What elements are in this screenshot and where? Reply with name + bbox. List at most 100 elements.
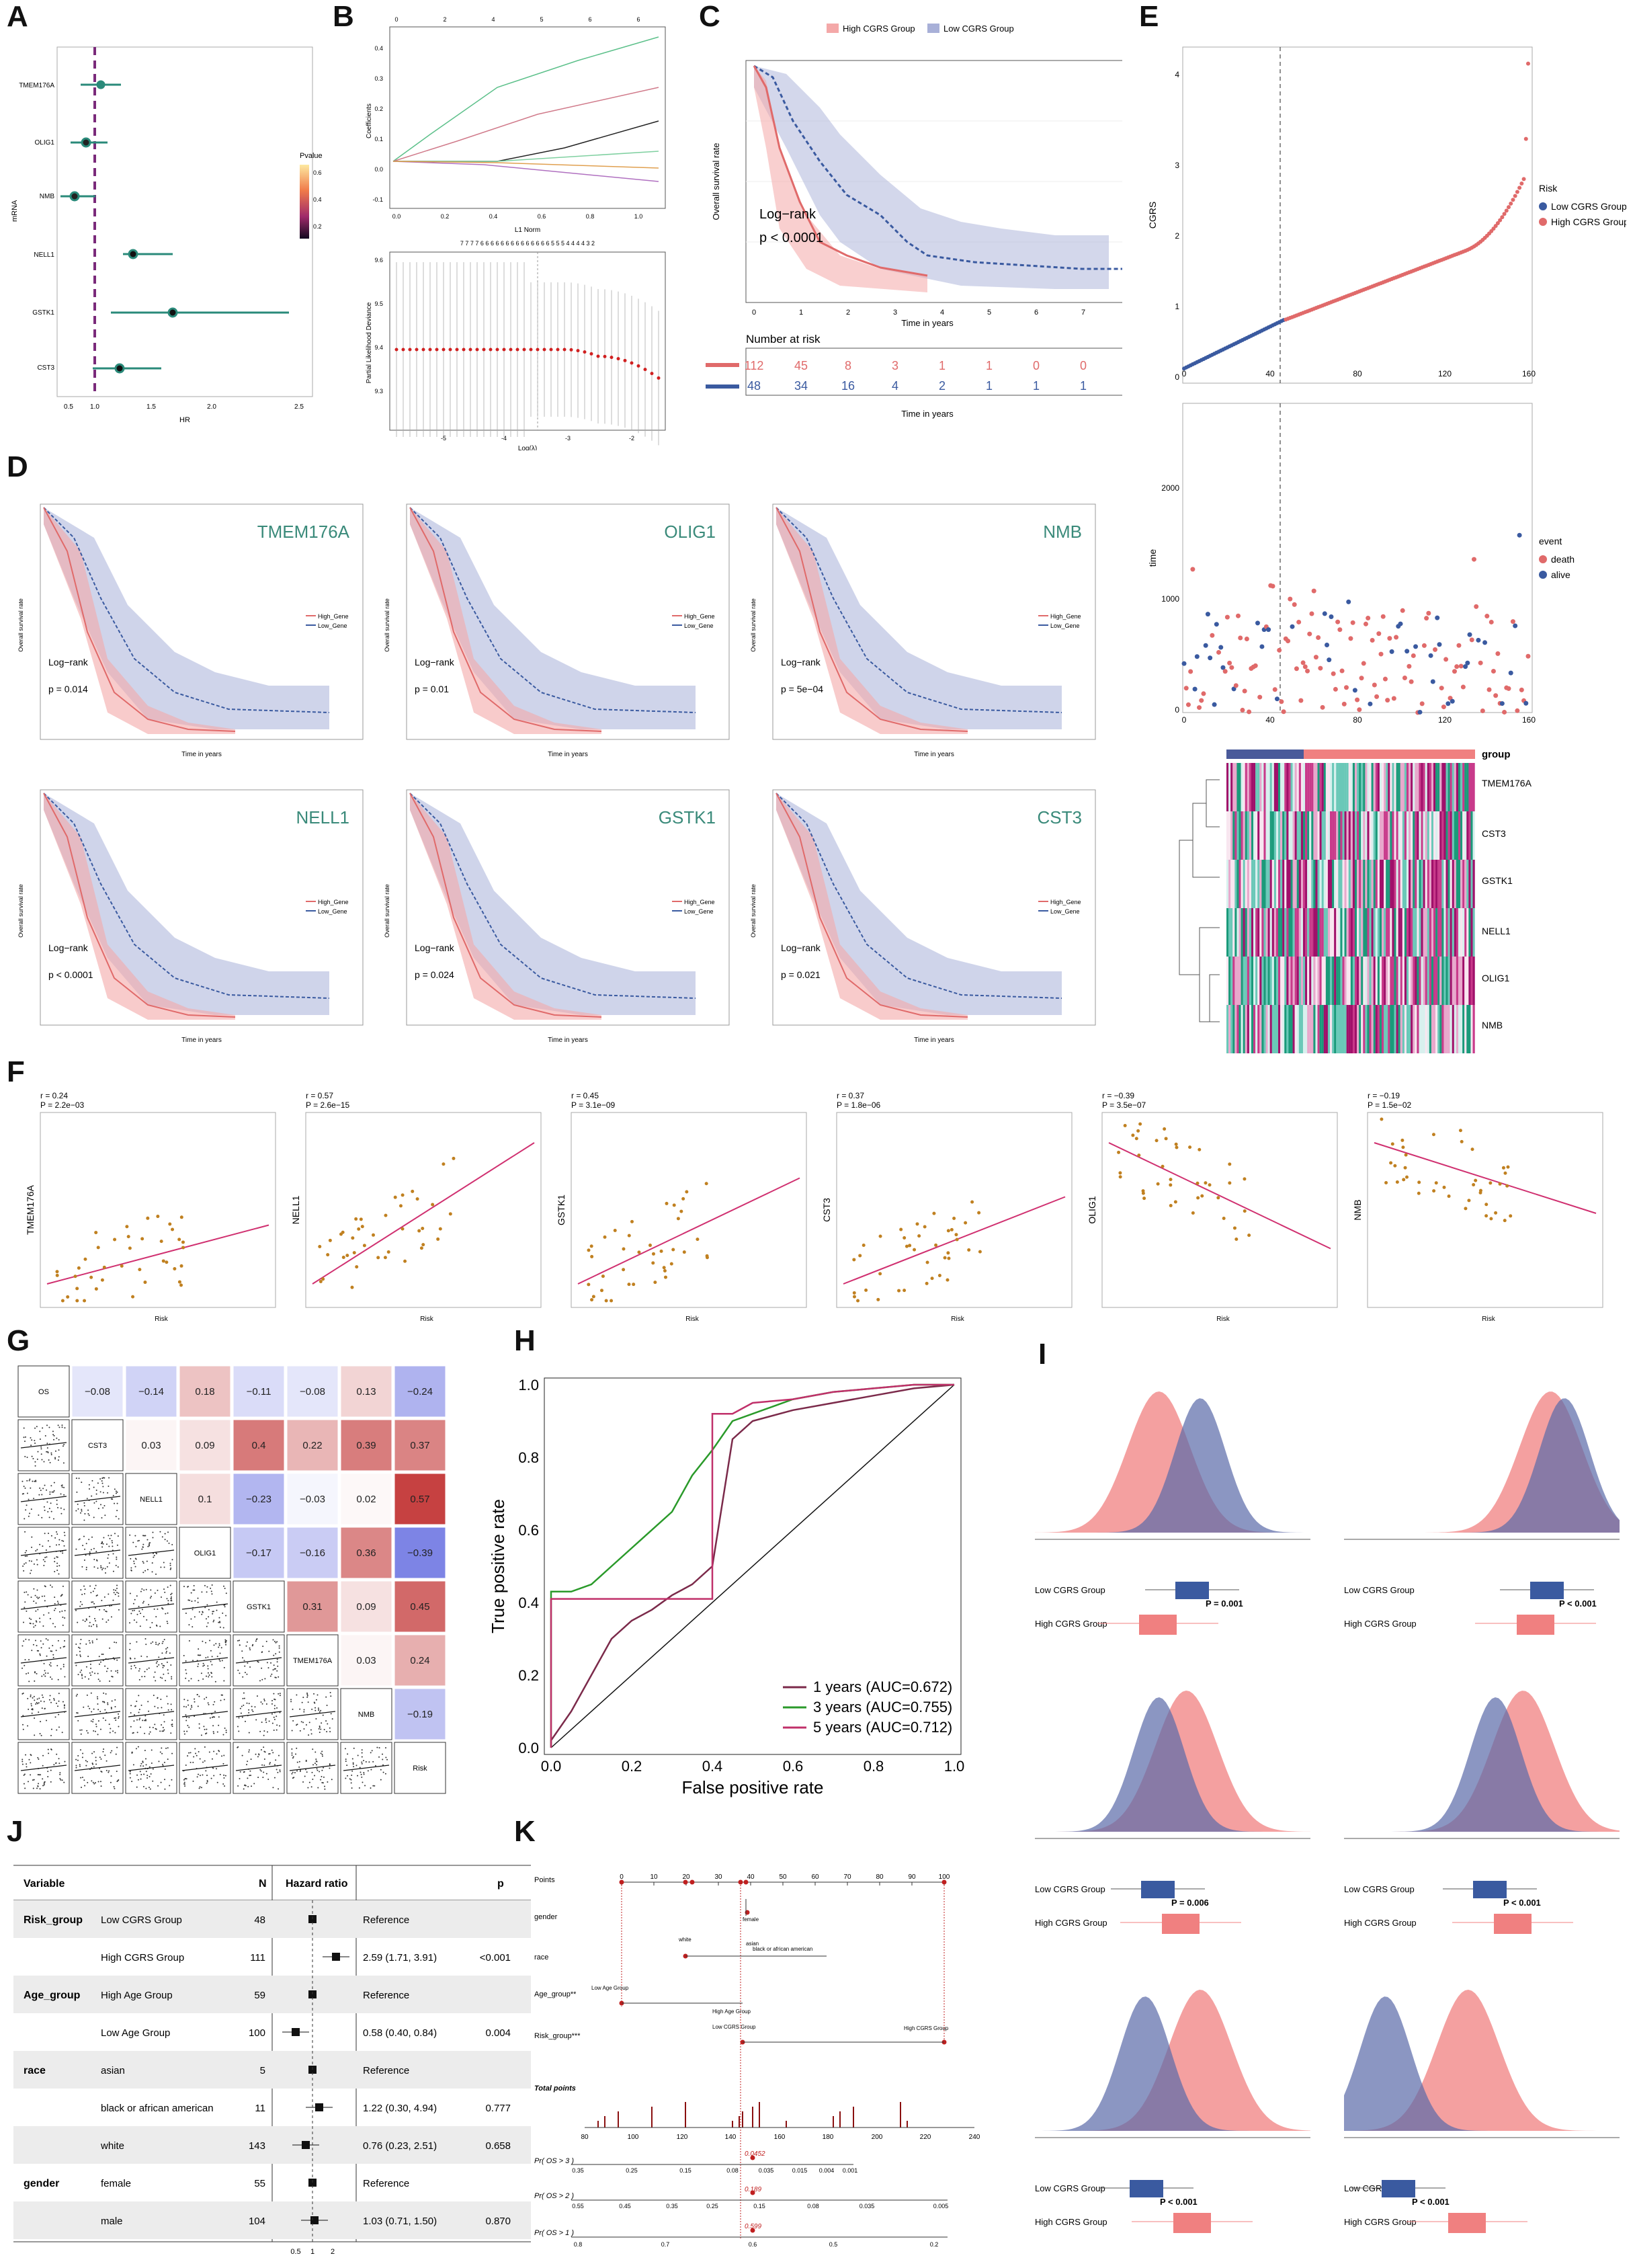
scatter-point [181, 1240, 185, 1244]
scatter-ylabel: OLIG1 [1089, 1196, 1097, 1223]
scatter-point [917, 1234, 921, 1238]
time-point [1203, 643, 1208, 648]
corr-value: 0.31 [302, 1601, 322, 1613]
svg-text:Pr( OS > 2 ): Pr( OS > 2 ) [534, 2192, 574, 2200]
svg-text:OLIG1: OLIG1 [1482, 973, 1509, 983]
time-point [1372, 682, 1377, 688]
heat-cell [1439, 860, 1442, 908]
heat-cell [1269, 860, 1272, 908]
corr-cell [394, 1580, 446, 1633]
heat-cell [1313, 957, 1316, 1005]
heat-cell [1375, 811, 1378, 860]
panel-h-ylabel: True positive rate [488, 1499, 508, 1633]
heat-cell [1300, 763, 1304, 811]
svg-text:5 years (AUC=0.712): 5 years (AUC=0.712) [813, 1719, 952, 1736]
scatter-point [967, 1248, 971, 1252]
heat-cell [1278, 957, 1281, 1005]
svg-text:2.5: 2.5 [294, 403, 304, 411]
scatter-point [1384, 1180, 1388, 1184]
km-ylabel: Overall survival rate [750, 884, 757, 938]
box-high [1448, 2213, 1486, 2233]
corr-value: 0.22 [302, 1440, 322, 1451]
scatter-point [1405, 1175, 1409, 1179]
table-level: Low Age Group [101, 2027, 170, 2039]
heat-cell [1334, 957, 1337, 1005]
scatter-point [1464, 1207, 1468, 1211]
time-point [1413, 644, 1419, 649]
scatter-point [318, 1245, 322, 1249]
heat-cell [1429, 957, 1432, 1005]
heat-cell [1443, 811, 1446, 860]
time-point [1290, 624, 1295, 629]
time-point [1279, 699, 1284, 704]
time-point [1220, 665, 1226, 670]
table-p: 0.658 [485, 2140, 511, 2152]
scatter-point [138, 1268, 142, 1272]
time-point [1380, 614, 1386, 619]
panel-a-xlabel: HR [179, 416, 190, 424]
km-legend-high: High_Gene [318, 613, 349, 620]
panel-b-bot-yticks: 9.6 9.5 9.4 9.3 [374, 257, 383, 395]
scatter-point [1395, 1180, 1399, 1184]
heat-cell [1472, 957, 1475, 1005]
corr-var-label: GSTK1 [247, 1603, 271, 1611]
heat-cell [1265, 860, 1268, 908]
heat-cell [1323, 908, 1326, 957]
heat-cell [1421, 1005, 1423, 1053]
heat-cell [1249, 811, 1252, 860]
scatter-point [1234, 1238, 1239, 1242]
heat-cell [1228, 811, 1231, 860]
heat-cell [1433, 908, 1436, 957]
panel-k-nomogram: Points gender race Age_group** Risk_grou… [534, 1873, 980, 2248]
svg-text:High CGRS Group: High CGRS Group [904, 2025, 949, 2031]
scatter-point [1447, 1194, 1451, 1199]
heat-cell [1404, 860, 1407, 908]
scatter-point [181, 1246, 185, 1250]
panel-h-diagonal [550, 1384, 955, 1748]
panel-j-forest: Variable N Hazard ratio p Risk_group Low … [13, 1865, 531, 2256]
svg-text:6: 6 [1034, 309, 1038, 317]
corr-value: 0.57 [410, 1494, 429, 1505]
time-point [1274, 696, 1280, 702]
corr-cell [125, 1365, 177, 1418]
heat-cell [1317, 957, 1320, 1005]
time-point [1398, 621, 1403, 626]
scatter-point [1137, 1153, 1141, 1158]
heat-cell [1338, 1005, 1341, 1053]
table-n: 55 [254, 2178, 265, 2189]
scatter-ylabel: GSTK1 [558, 1194, 567, 1225]
scatter-point [1489, 1217, 1493, 1221]
svg-text:0.0: 0.0 [541, 1758, 562, 1775]
time-point [1181, 661, 1187, 666]
svg-text:-3: -3 [565, 435, 571, 442]
table-hr: 0.58 (0.40, 0.84) [363, 2027, 437, 2039]
scatter-point [55, 1270, 59, 1274]
corr-value: 0.09 [195, 1440, 214, 1451]
scatter-point [438, 1227, 442, 1231]
heat-cell [1462, 1005, 1465, 1053]
heat-cell [1292, 957, 1295, 1005]
heat-cell [1390, 908, 1392, 957]
heat-cell [1460, 811, 1463, 860]
km-gene-title: NELL1 [296, 807, 350, 827]
heat-cell [1265, 763, 1268, 811]
scatter-point [1417, 1180, 1421, 1184]
heat-cell [1346, 811, 1349, 860]
risk-point [1523, 136, 1528, 141]
cv-point [636, 364, 640, 368]
scatter-point [1470, 1147, 1474, 1151]
km-low-curve [409, 793, 696, 999]
scatter-point [659, 1249, 663, 1253]
scatter-point [1404, 1153, 1408, 1157]
heat-cell [1400, 1005, 1402, 1053]
heat-cell [1441, 763, 1444, 811]
heat-cell [1300, 908, 1304, 957]
svg-text:-5: -5 [441, 435, 446, 442]
heat-cell [1354, 860, 1357, 908]
scatter-point [903, 1289, 907, 1293]
scatter-point [955, 1238, 959, 1242]
heat-cell [1464, 811, 1467, 860]
heat-cell [1323, 957, 1326, 1005]
